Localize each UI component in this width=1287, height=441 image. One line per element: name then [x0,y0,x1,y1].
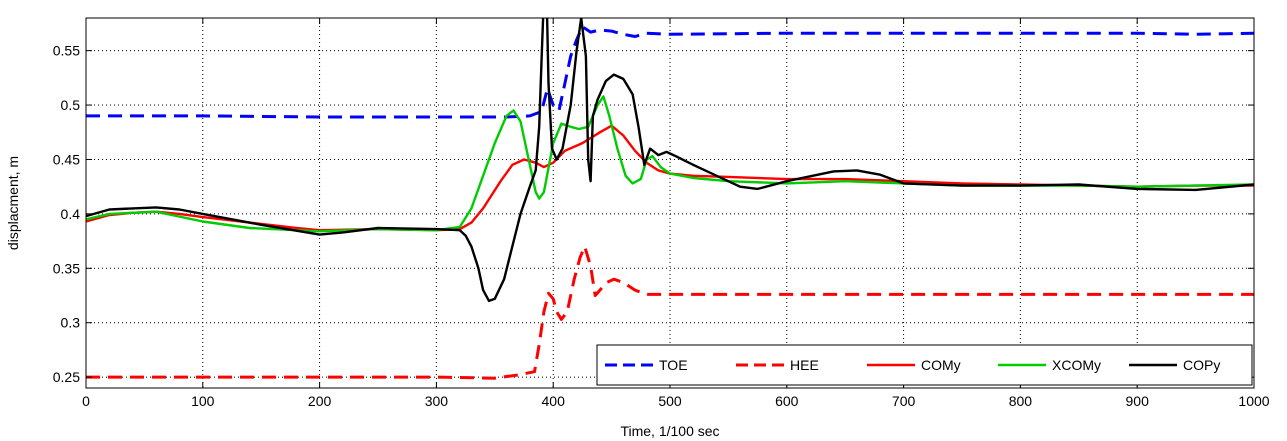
y-tick-label: 0.25 [53,369,80,385]
series-line-hee [86,245,1254,380]
y-tick-label: 0.45 [53,151,80,167]
legend: TOE HEE COMy XCOMy COPy [596,344,1253,386]
y-axis-label: displacment, m [5,156,21,250]
x-tick-label: 300 [425,393,449,409]
legend-label-xcomy: XCOMy [1052,357,1101,373]
x-axis-label: Time, 1/100 sec [620,423,719,439]
x-tick-label: 500 [658,393,682,409]
series-line-copy [86,18,1254,303]
y-tick-label: 0.35 [53,260,80,276]
series-line-toe [86,25,1254,119]
legend-label-copy: COPy [1183,357,1220,373]
y-tick-label: 0.3 [61,315,81,331]
x-tick-label: 800 [1009,393,1033,409]
y-tick-label: 0.55 [53,43,80,59]
y-tick-label: 0.5 [61,97,81,113]
x-tick-label: 100 [191,393,215,409]
legend-label-hee: HEE [790,357,819,373]
x-tick-label: 900 [1126,393,1150,409]
x-tick-label: 400 [542,393,566,409]
x-tick-label: 0 [82,393,90,409]
x-tick-label: 600 [775,393,799,409]
ticks: 0 100 200 300 400 500 600 700 800 900 1000 0.25 0.3 0… [53,18,1270,409]
series-layer [86,18,1254,380]
legend-label-comy: COMy [921,357,961,373]
x-tick-label: 1000 [1238,393,1269,409]
x-tick-label: 700 [892,393,916,409]
legend-label-toe: TOE [659,357,688,373]
y-tick-label: 0.4 [61,206,81,222]
x-tick-label: 200 [308,393,332,409]
